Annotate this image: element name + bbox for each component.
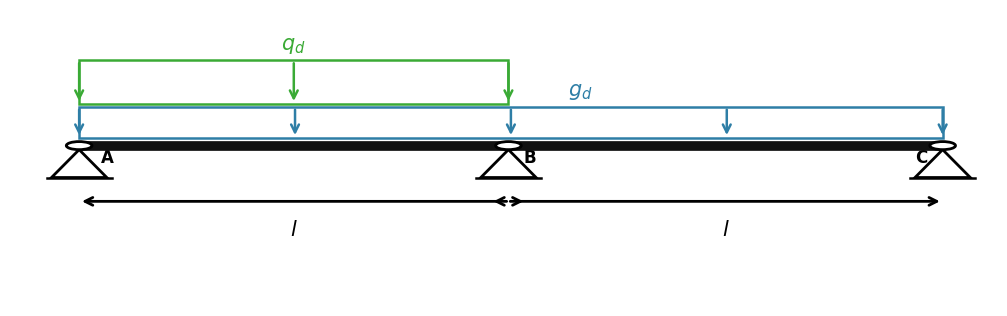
Polygon shape: [915, 150, 971, 178]
Circle shape: [929, 142, 956, 150]
Text: $l$: $l$: [722, 220, 729, 240]
Bar: [80, 60, 509, 104]
Circle shape: [66, 142, 92, 150]
Text: $l$: $l$: [290, 220, 298, 240]
Text: $q_d$: $q_d$: [282, 36, 306, 56]
Polygon shape: [480, 150, 536, 178]
Bar: [80, 107, 943, 138]
Text: C: C: [915, 149, 927, 167]
Text: B: B: [524, 149, 536, 167]
Circle shape: [495, 142, 522, 150]
Polygon shape: [51, 150, 107, 178]
Text: A: A: [101, 149, 114, 167]
Text: $g_d$: $g_d$: [568, 82, 592, 102]
